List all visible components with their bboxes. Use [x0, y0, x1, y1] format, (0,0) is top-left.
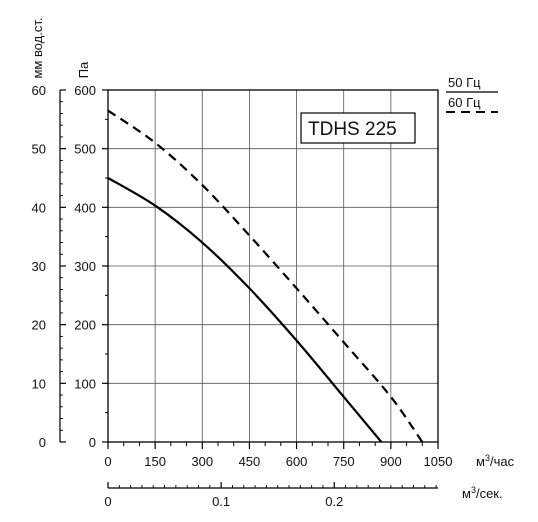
series-line-50hz: [107, 177, 383, 443]
y-tick-label: 600: [74, 83, 96, 98]
y2-tick-label: 10: [32, 376, 46, 391]
x-tick-label: 900: [380, 454, 402, 469]
y-axis-pa-label: Па: [76, 61, 91, 78]
y-axis-mm: 0 10 20 30 40 50 60: [32, 83, 66, 450]
y-axis-pa: 0 100 200 300 400 500 600: [74, 83, 108, 450]
chart-title: TDHS 225: [308, 119, 397, 140]
x-tick-label: 1050: [424, 454, 453, 469]
x-axis-m3h: 0 150 300 450 600 750 900 1050: [104, 442, 452, 469]
legend-label: 50 Гц: [448, 75, 481, 90]
x-axis-m3s: 0 0.1 0.2: [104, 482, 438, 509]
y-tick-label: 300: [74, 259, 96, 274]
series-layer: [107, 109, 424, 443]
x-tick-label: 600: [286, 454, 308, 469]
x2-tick-label: 0.1: [212, 494, 230, 509]
x-tick-label: 450: [239, 454, 261, 469]
y-tick-label: 0: [89, 435, 96, 450]
y-tick-label: 100: [74, 376, 96, 391]
y-tick-label: 200: [74, 318, 96, 333]
y2-tick-label: 0: [39, 435, 46, 450]
y2-tick-label: 30: [32, 259, 46, 274]
x-tick-label: 150: [144, 454, 166, 469]
x2-tick-label: 0.2: [325, 494, 343, 509]
x2-tick-label: 0: [104, 494, 111, 509]
y2-tick-label: 60: [32, 83, 46, 98]
model-title-box: TDHS 225: [300, 112, 416, 144]
x-axis-m3h-label: м3/час: [476, 453, 515, 469]
x-tick-label: 300: [191, 454, 213, 469]
x-tick-label: 750: [333, 454, 355, 469]
legend: 50 Гц 60 Гц: [446, 75, 498, 113]
y-tick-label: 400: [74, 200, 96, 215]
y2-tick-label: 50: [32, 142, 46, 157]
series-line-60hz: [107, 109, 424, 443]
y-axis-mm-label: мм вод.ст.: [30, 17, 45, 78]
y2-tick-label: 20: [32, 318, 46, 333]
y2-tick-label: 40: [32, 200, 46, 215]
legend-label: 60 Гц: [448, 95, 481, 110]
x-tick-label: 0: [104, 454, 111, 469]
y-tick-label: 500: [74, 142, 96, 157]
x-axis-m3s-label: м3/сек.: [462, 485, 503, 501]
